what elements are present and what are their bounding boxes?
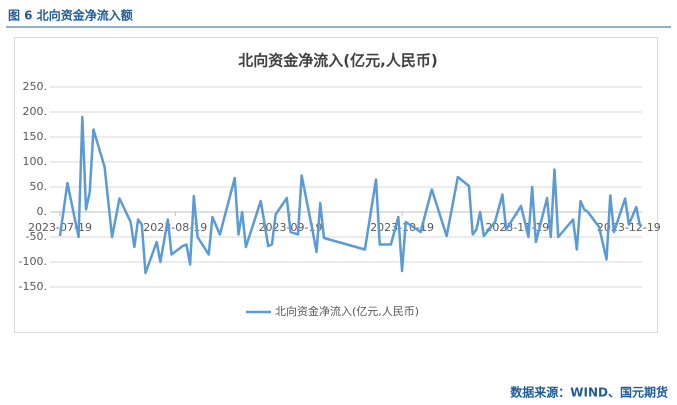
y-tick-label: -100. (19, 255, 47, 268)
y-tick-label: 250. (23, 80, 48, 93)
figure-caption: 图 6 北向资金净流入额 (8, 8, 133, 23)
source-note: 数据来源：WIND、国元期货 (510, 385, 668, 400)
y-tick-label: 0. (37, 205, 48, 218)
y-tick-label: 100. (23, 155, 48, 168)
y-tick-label: 150. (23, 130, 48, 143)
y-tick-label: -150. (19, 280, 47, 293)
legend-label: 北向资金净流入(亿元,人民币) (275, 304, 419, 318)
chart-title: 北向资金净流入(亿元,人民币) (238, 52, 437, 70)
y-tick-label: -50. (26, 230, 47, 243)
data-line (58, 115, 642, 275)
y-tick-label: 50. (30, 180, 48, 193)
chart-frame (14, 37, 658, 333)
y-tick-label: 200. (23, 105, 48, 118)
x-tick-label: 2023-11-19 (485, 221, 549, 234)
